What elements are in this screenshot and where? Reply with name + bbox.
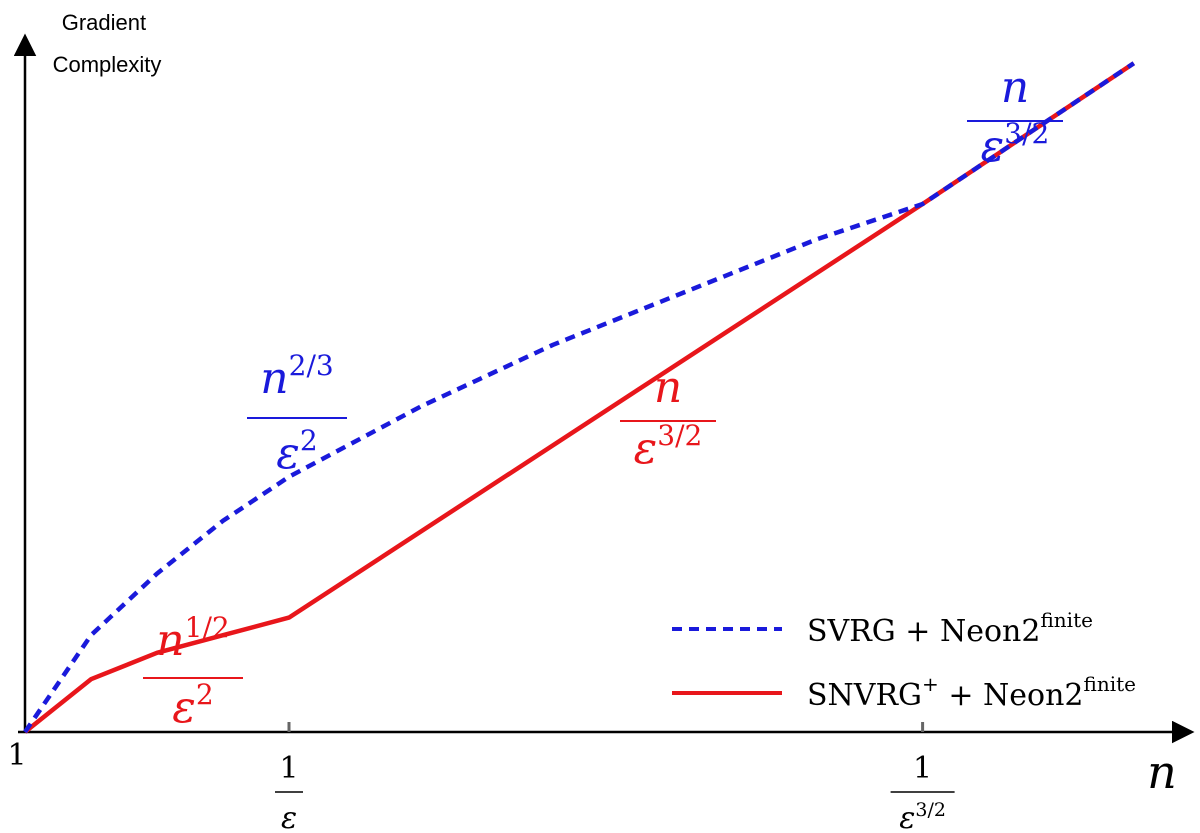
- legend-label-svrg: SVRG + Neon2finite: [807, 608, 1093, 649]
- annotation-denominator: ε3/2: [981, 117, 1050, 172]
- x-tick-denominator: ε: [281, 801, 297, 833]
- y-axis-label-line-1: Gradient: [62, 10, 146, 35]
- annotation-n-over-eps-3-2-top: nε3/2: [967, 62, 1063, 172]
- annotation-denominator: ε3/2: [634, 419, 703, 474]
- legend-svrg-sup: finite: [1040, 608, 1093, 632]
- legend-snvrg-rest: + Neon2: [939, 678, 1084, 713]
- legend-snvrg-sup2: finite: [1083, 672, 1136, 696]
- annotation-numerator: n2/3: [260, 349, 333, 404]
- legend-snvrg-main: SNVRG: [807, 678, 922, 713]
- annotation-numerator: n: [654, 362, 682, 413]
- x-tick-numerator: 1: [279, 751, 298, 786]
- x-tick-numerator: 1: [913, 751, 932, 786]
- legend: SVRG + Neon2finite SNVRG+ + Neon2finite: [672, 608, 1136, 713]
- y-axis-label: Gradient Complexity: [53, 10, 162, 77]
- annotation-denominator: ε2: [276, 424, 317, 479]
- y-axis-label-line-2: Complexity: [53, 52, 162, 77]
- annotation-n-2-3-over-eps-2: n2/3 ε2: [247, 349, 347, 479]
- annotation-numerator: n1/2: [156, 611, 229, 666]
- x-tick-label-2: 1 ε3/2: [890, 751, 955, 833]
- x-tick-label-1: 1: [7, 738, 26, 773]
- legend-snvrg-sup1: +: [922, 672, 939, 696]
- series-layer: [23, 61, 1136, 734]
- series-line-svrg: [23, 61, 1136, 734]
- annotation-numerator: n: [1001, 62, 1029, 113]
- annotation-n-1-2-over-eps-2: n1/2 ε2: [143, 611, 243, 733]
- x-axis-label: n: [1147, 745, 1177, 799]
- x-tick-denominator: ε3/2: [899, 799, 946, 833]
- legend-label-snvrg: SNVRG+ + Neon2finite: [807, 672, 1136, 713]
- annotation-n-over-eps-3-2-mid: n ε3/2: [620, 362, 716, 474]
- x-tick-label-1: 1ε: [275, 751, 303, 833]
- legend-svrg-main: SVRG + Neon2: [807, 614, 1040, 649]
- annotation-denominator: ε2: [172, 678, 213, 733]
